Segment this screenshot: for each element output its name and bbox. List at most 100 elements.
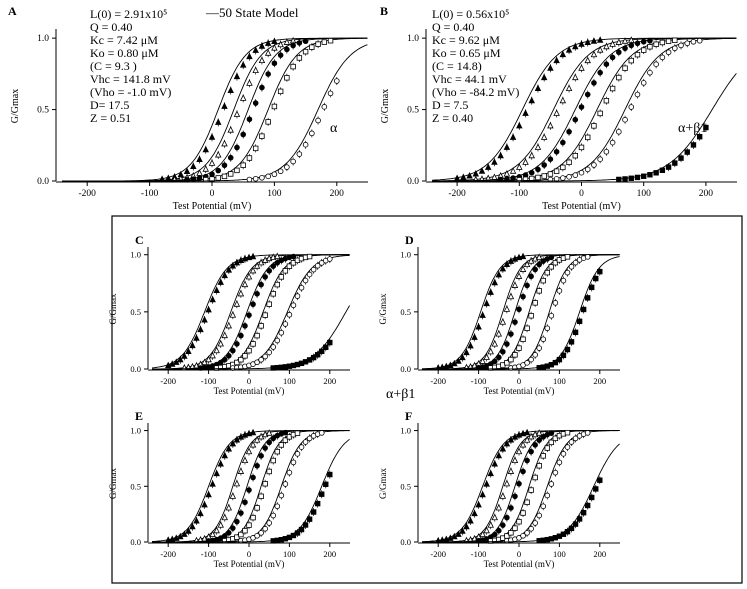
data-point xyxy=(475,500,482,508)
y-tick-label: 1.0 xyxy=(130,250,141,260)
data-point xyxy=(177,355,184,363)
param-text: L(0) = 2.91x10⁵ xyxy=(90,7,167,21)
data-point xyxy=(229,261,237,269)
x-tick-label: 100 xyxy=(553,549,566,559)
data-point xyxy=(294,530,301,536)
data-point xyxy=(278,274,285,280)
data-point xyxy=(266,349,273,356)
data-point xyxy=(201,500,208,508)
data-point xyxy=(327,471,333,478)
data-point xyxy=(659,54,666,61)
data-point xyxy=(590,50,598,58)
data-point xyxy=(584,91,591,98)
data-point xyxy=(274,337,281,344)
data-point xyxy=(540,503,547,510)
data-point xyxy=(659,167,666,174)
data-point xyxy=(584,295,591,301)
data-point xyxy=(271,171,278,178)
data-point xyxy=(227,154,234,161)
model-legend: —50 State Model xyxy=(205,5,299,20)
data-point xyxy=(556,288,563,294)
x-tick-label: 0 xyxy=(247,376,251,386)
data-point xyxy=(503,260,511,267)
data-point xyxy=(548,254,555,261)
data-point xyxy=(262,274,268,280)
data-point xyxy=(528,356,534,363)
data-point xyxy=(516,121,523,129)
data-point xyxy=(544,492,551,499)
data-point xyxy=(532,442,538,448)
data-point xyxy=(306,516,313,522)
data-point xyxy=(197,325,204,333)
data-point xyxy=(254,462,260,469)
data-point xyxy=(621,37,629,44)
data-point xyxy=(534,143,542,150)
data-point xyxy=(552,259,559,266)
x-tick-label: 100 xyxy=(283,549,296,559)
data-point xyxy=(590,37,598,44)
data-point xyxy=(504,360,510,366)
data-point xyxy=(296,40,303,46)
data-point xyxy=(258,453,264,459)
data-point xyxy=(217,278,224,285)
data-point xyxy=(283,38,291,45)
data-point xyxy=(609,139,616,146)
data-point xyxy=(603,148,610,155)
data-point xyxy=(578,40,585,47)
data-point xyxy=(229,492,237,499)
data-point xyxy=(552,359,559,366)
data-point xyxy=(237,289,245,297)
data-point xyxy=(258,493,264,500)
data-point xyxy=(578,104,585,110)
data-point xyxy=(467,341,474,349)
data-point xyxy=(205,355,212,363)
data-point xyxy=(213,526,220,534)
data-point xyxy=(584,166,591,173)
y-axis-label: G/Gmax xyxy=(10,89,21,123)
data-point xyxy=(262,525,268,532)
x-tick-label: 0 xyxy=(579,189,584,199)
data-point xyxy=(665,38,672,44)
data-point xyxy=(500,348,506,355)
data-point xyxy=(597,69,603,76)
data-point xyxy=(205,490,212,498)
data-point xyxy=(591,162,597,168)
data-point xyxy=(495,354,502,361)
data-point xyxy=(540,336,547,343)
data-point xyxy=(508,331,514,337)
x-tick-label: -200 xyxy=(160,376,176,386)
data-point xyxy=(528,313,534,319)
data-point xyxy=(197,509,204,517)
data-point xyxy=(310,509,317,515)
y-tick-label: 1.0 xyxy=(130,426,141,436)
panel-label: A xyxy=(8,4,17,18)
data-point xyxy=(559,50,567,58)
data-point xyxy=(536,345,542,351)
data-point xyxy=(284,164,290,170)
data-point xyxy=(616,49,622,56)
data-point xyxy=(246,116,253,123)
data-point xyxy=(258,56,266,64)
data-point xyxy=(672,160,678,166)
data-point xyxy=(323,344,329,350)
param-text: (Vho = -84.2 mV) xyxy=(432,85,519,99)
data-point xyxy=(532,474,538,481)
data-point xyxy=(284,75,290,81)
data-point xyxy=(547,156,554,162)
lower-panels-frame xyxy=(111,215,743,584)
x-axis-label: Test Potential (mV) xyxy=(214,386,285,396)
data-point xyxy=(239,61,247,68)
data-point xyxy=(230,347,236,354)
data-point xyxy=(213,286,220,293)
data-point xyxy=(459,527,466,534)
y-tick-label: 0.0 xyxy=(407,177,419,187)
data-point xyxy=(298,284,305,291)
data-point xyxy=(634,174,641,181)
data-point xyxy=(214,118,222,125)
data-point xyxy=(274,252,281,260)
data-point xyxy=(516,518,522,525)
data-point xyxy=(535,174,541,181)
data-point xyxy=(254,533,260,539)
data-point xyxy=(246,312,252,318)
data-point xyxy=(572,259,579,266)
